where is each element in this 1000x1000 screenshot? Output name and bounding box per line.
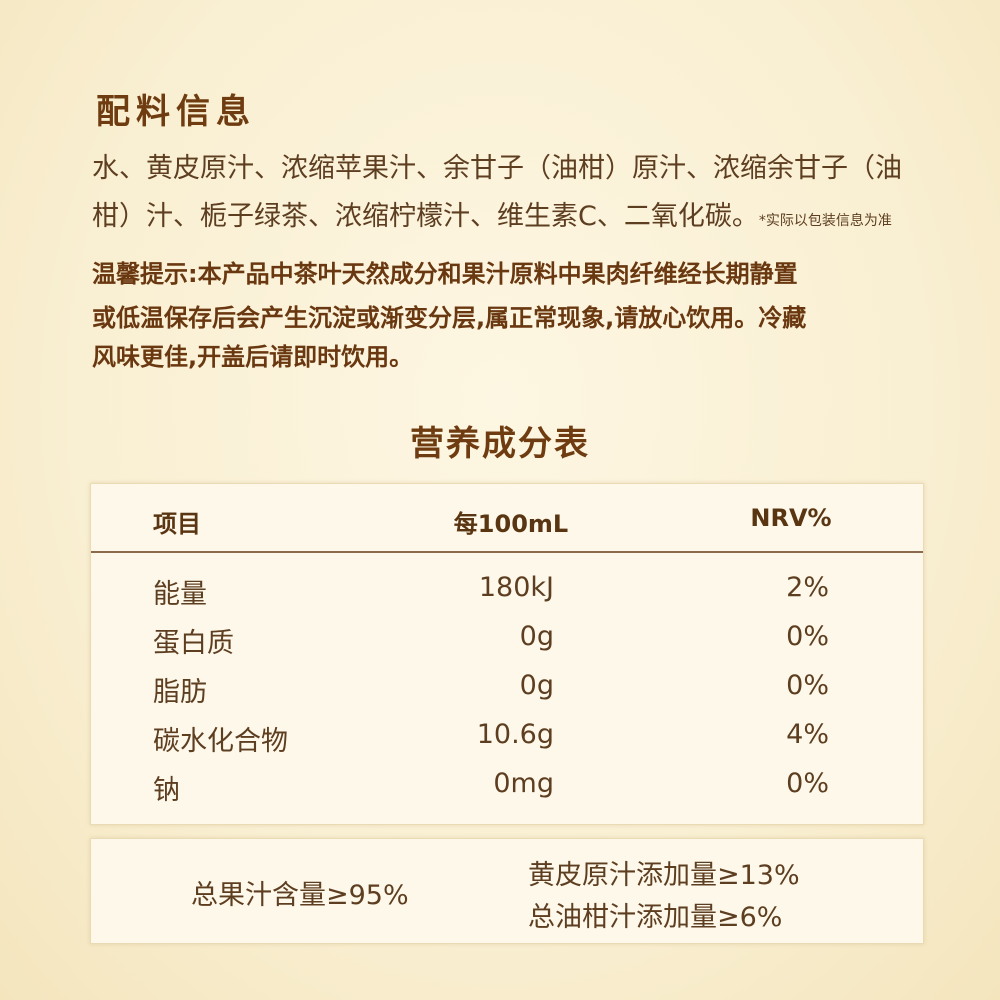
header-nrv: NRV% bbox=[750, 504, 832, 532]
nutrition-table: 项目 每100mL NRV% 能量 180kJ 2% 蛋白质 0g 0% 脂肪 … bbox=[90, 483, 924, 825]
nutrient-per100ml: 0g bbox=[519, 621, 554, 652]
nutrient-per100ml: 0g bbox=[519, 670, 554, 701]
nutrient-nrv: 0% bbox=[786, 621, 829, 652]
header-item: 项目 bbox=[153, 510, 201, 538]
notice-line-1: 温馨提示:本产品中茶叶天然成分和果汁原料中果肉纤维经长期静置 bbox=[92, 260, 798, 288]
notice-line-3: 风味更佳,开盖后请即时饮用。 bbox=[92, 343, 414, 371]
juice-content-box: 总果汁含量≥95% 黄皮原汁添加量≥13% 总油柑汁添加量≥6% bbox=[90, 838, 924, 944]
nutrient-name: 能量 bbox=[153, 579, 207, 610]
nutrient-name: 碳水化合物 bbox=[153, 726, 288, 757]
notice-line-2: 或低温保存后会产生沉淀或渐变分层,属正常现象,请放心饮用。冷藏 bbox=[92, 304, 807, 332]
ingredients-title: 配料信息 bbox=[96, 92, 256, 132]
nutrient-per100ml: 10.6g bbox=[476, 719, 554, 750]
nutrient-nrv: 2% bbox=[786, 572, 829, 603]
huangpi-juice-content: 黄皮原汁添加量≥13% bbox=[528, 860, 800, 891]
nutrition-title: 营养成分表 bbox=[410, 424, 590, 464]
nutrient-per100ml: 180kJ bbox=[478, 572, 554, 603]
nutrient-name: 蛋白质 bbox=[153, 628, 234, 659]
nutrient-nrv: 0% bbox=[786, 768, 829, 799]
nutrient-name: 脂肪 bbox=[153, 677, 207, 708]
nutrient-name: 钠 bbox=[153, 775, 180, 806]
nutrient-per100ml: 0mg bbox=[493, 768, 554, 799]
header-divider bbox=[91, 551, 923, 553]
total-juice-content: 总果汁含量≥95% bbox=[191, 880, 409, 911]
header-per100ml: 每100mL bbox=[453, 510, 569, 538]
ingredients-line-2: 柑）汁、栀子绿茶、浓缩柠檬汁、维生素C、二氧化碳。*实际以包装信息为准 bbox=[92, 194, 892, 233]
ingredients-line-2-text: 柑）汁、栀子绿茶、浓缩柠檬汁、维生素C、二氧化碳。 bbox=[92, 201, 759, 232]
nutrient-nrv: 4% bbox=[786, 719, 829, 750]
ingredients-footnote: *实际以包装信息为准 bbox=[758, 213, 892, 229]
youqian-juice-content: 总油柑汁添加量≥6% bbox=[528, 902, 783, 933]
ingredients-line-1: 水、黄皮原汁、浓缩苹果汁、余甘子（油柑）原汁、浓缩余甘子（油 bbox=[92, 153, 902, 184]
nutrient-nrv: 0% bbox=[786, 670, 829, 701]
